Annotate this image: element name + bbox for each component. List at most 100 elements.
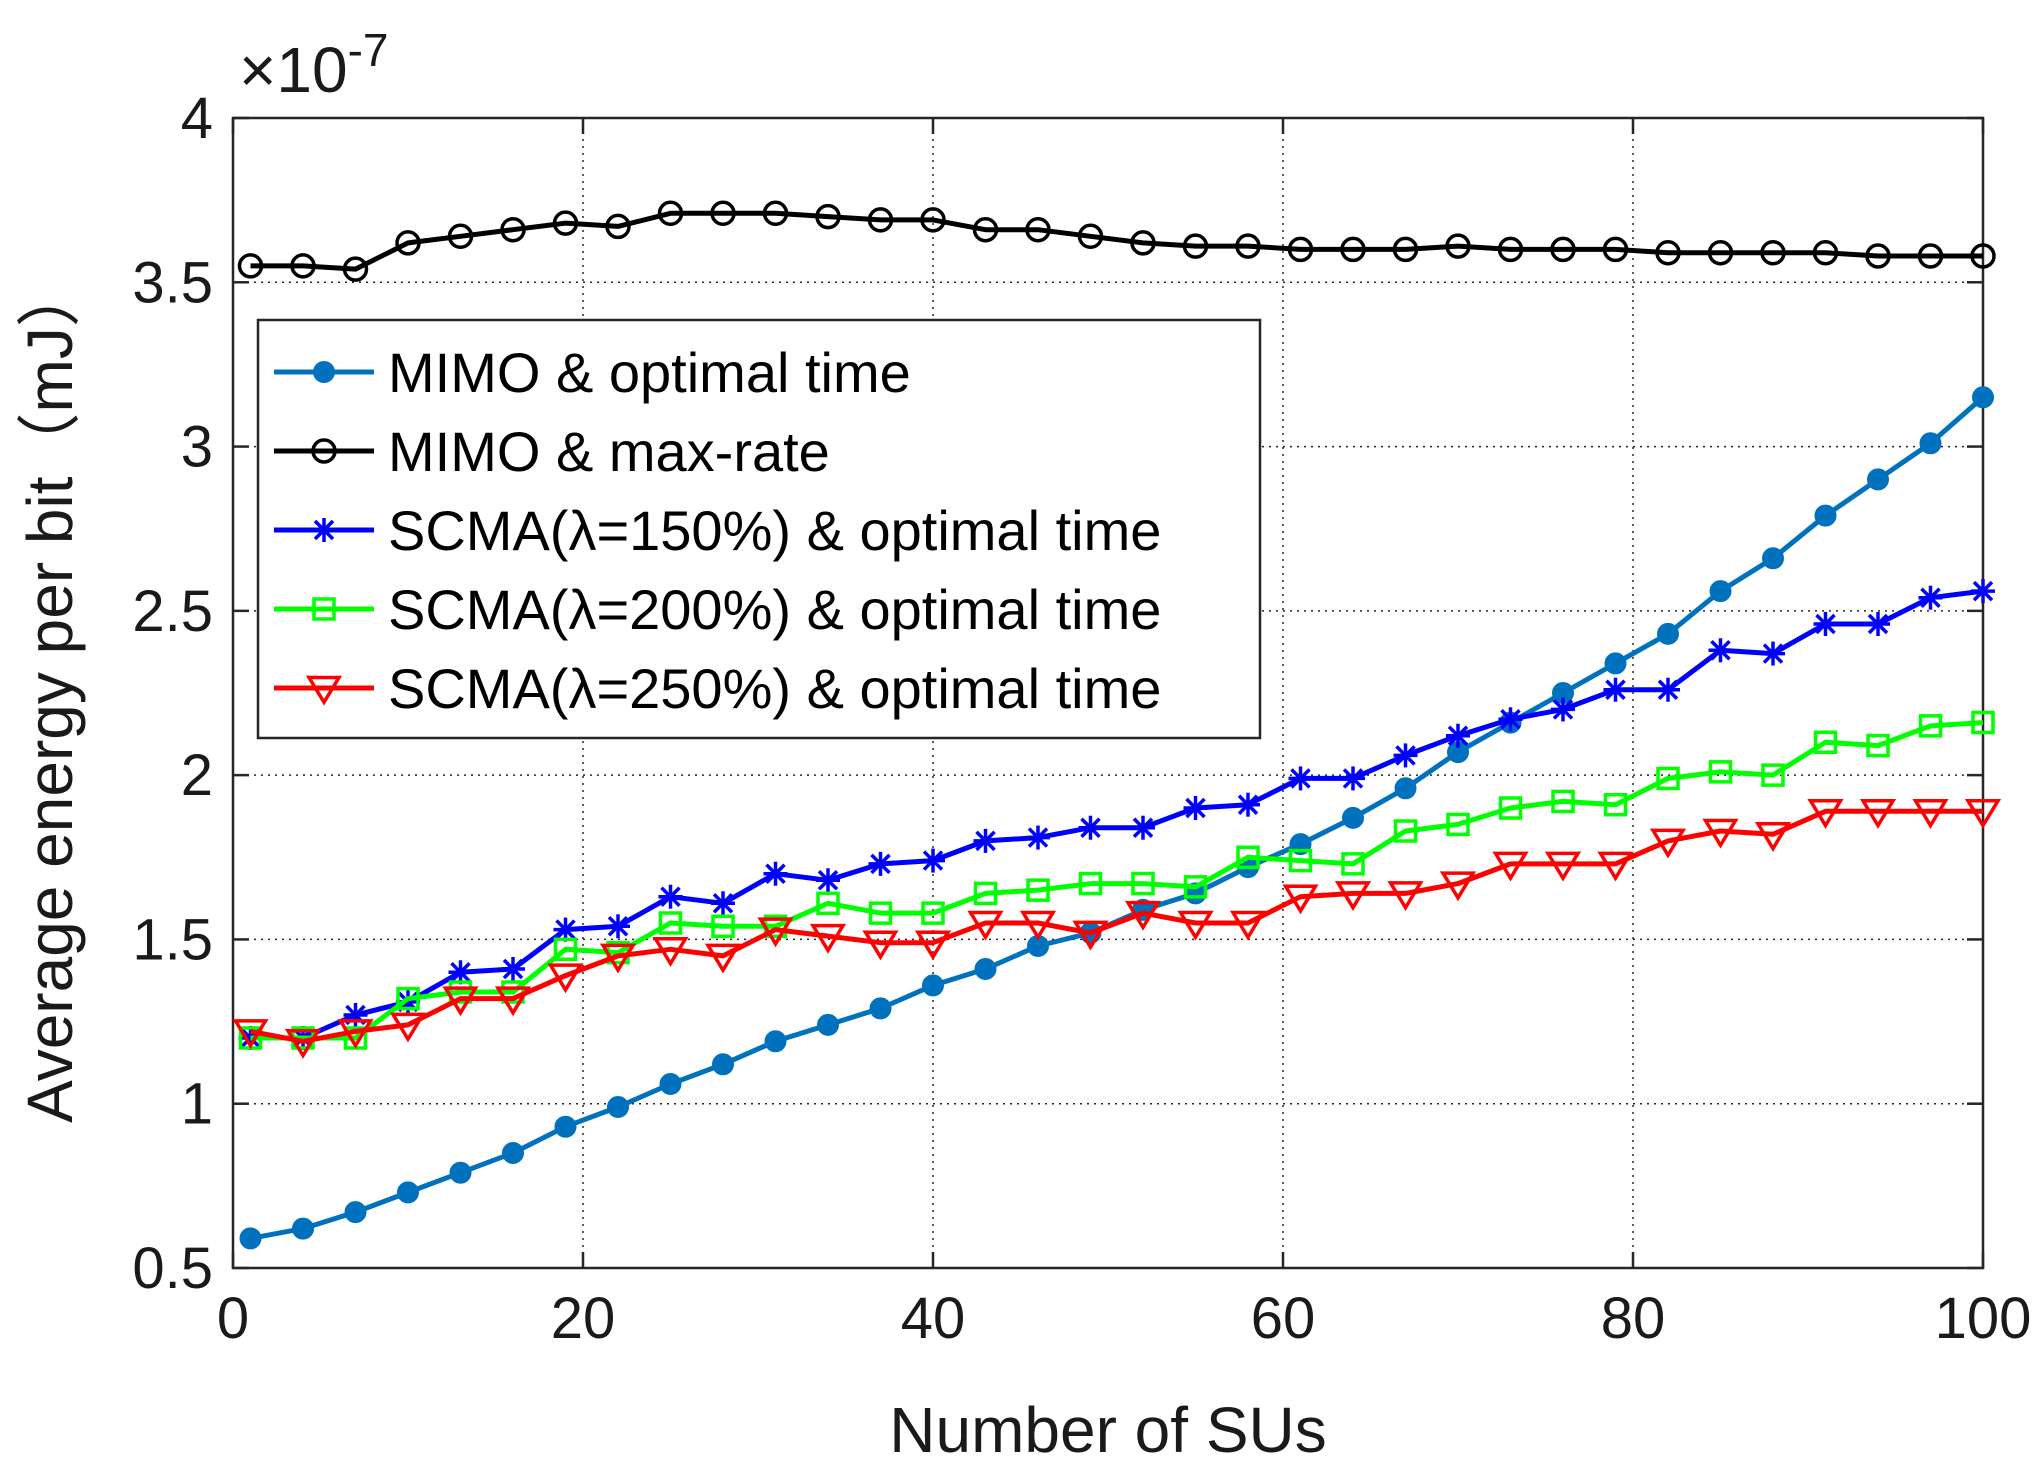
series-4 xyxy=(238,710,1995,1050)
data-point xyxy=(239,1227,262,1250)
plot-frame xyxy=(231,116,1985,1270)
x-axis-label: Number of SUs xyxy=(889,1394,1326,1466)
data-point xyxy=(658,884,683,909)
marker-stroke xyxy=(660,886,681,907)
data-point xyxy=(1182,233,1209,259)
data-point xyxy=(1498,707,1523,732)
data-point xyxy=(1019,910,1057,941)
data-point xyxy=(1970,243,1996,269)
data-point xyxy=(711,891,735,916)
data-point xyxy=(1026,825,1050,850)
data-point xyxy=(1026,878,1050,902)
marker-stroke xyxy=(1395,745,1416,766)
data-point xyxy=(762,200,789,227)
data-point xyxy=(1604,652,1627,675)
data-point xyxy=(1708,760,1733,784)
data-point xyxy=(658,911,683,935)
marker-stroke xyxy=(1867,613,1889,635)
data-point xyxy=(1236,792,1260,817)
y-tick-label: 1.5 xyxy=(132,907,213,972)
data-point xyxy=(1078,815,1103,840)
data-point xyxy=(1394,777,1417,800)
data-point xyxy=(1603,677,1628,702)
marker-stroke xyxy=(1185,797,1206,819)
marker-stroke xyxy=(555,919,576,940)
data-point xyxy=(1597,851,1634,882)
data-point xyxy=(1392,236,1419,263)
marker-stroke xyxy=(1762,643,1784,664)
data-point xyxy=(1393,819,1418,843)
data-point xyxy=(1340,236,1366,263)
data-point xyxy=(1498,796,1523,820)
data-point xyxy=(337,1019,374,1050)
data-point xyxy=(809,923,847,954)
data-point xyxy=(1288,848,1313,873)
data-point xyxy=(547,963,584,994)
data-point xyxy=(500,216,526,243)
data-point xyxy=(1762,547,1784,570)
legend-label: MIMO & max-rate xyxy=(388,420,830,483)
data-point xyxy=(1025,216,1051,243)
exponent-power: -7 xyxy=(348,24,389,76)
data-point xyxy=(447,223,474,250)
data-point xyxy=(448,980,473,1004)
data-point xyxy=(1761,763,1785,787)
data-point xyxy=(1649,828,1687,859)
marker-stroke xyxy=(1657,679,1679,700)
data-point xyxy=(1709,580,1732,603)
legend-marker xyxy=(305,675,343,706)
legend-entry: SCMA(λ=150%) & optimal time xyxy=(274,499,1161,562)
data-point xyxy=(1497,236,1524,263)
data-point xyxy=(1867,468,1889,491)
data-point xyxy=(868,851,893,876)
x-tick-label: 0 xyxy=(217,1286,249,1351)
data-point xyxy=(501,957,525,981)
data-point xyxy=(1342,806,1364,829)
data-point xyxy=(1393,743,1418,768)
data-point xyxy=(815,203,841,230)
legend-marker xyxy=(313,361,335,383)
data-point xyxy=(652,937,689,967)
data-point xyxy=(1341,766,1365,791)
data-point xyxy=(1124,900,1162,931)
data-point xyxy=(342,256,369,282)
data-point xyxy=(237,253,264,279)
data-point xyxy=(232,1019,269,1050)
data-point xyxy=(1971,710,1995,735)
data-point xyxy=(862,930,899,961)
x-tick-label: 60 xyxy=(1251,1286,1316,1351)
data-point xyxy=(712,1053,734,1076)
data-point xyxy=(1492,851,1529,882)
y-tick-label: 1 xyxy=(181,1072,213,1137)
data-point xyxy=(764,1030,787,1053)
data-point xyxy=(868,901,893,925)
data-point xyxy=(1656,677,1680,702)
data-point xyxy=(763,861,788,886)
legend-label: SCMA(λ=150%) & optimal time xyxy=(388,499,1161,562)
axis-labels: Number of SUs Average energy per bit（mJ）… xyxy=(14,24,1327,1466)
legend-entry: SCMA(λ=250%) & optimal time xyxy=(274,657,1161,720)
marker-stroke xyxy=(712,893,734,914)
legend-label: MIMO & optimal time xyxy=(388,341,911,404)
marker-stroke xyxy=(1500,709,1521,730)
y-tick-label: 2.5 xyxy=(132,579,213,644)
data-point xyxy=(704,943,742,974)
data-point xyxy=(1656,766,1680,791)
data-point xyxy=(1282,884,1319,915)
data-point xyxy=(1919,432,1942,455)
marker-stroke xyxy=(1552,699,1574,720)
marker-stroke xyxy=(1132,817,1154,838)
series-2 xyxy=(237,200,1996,282)
data-point xyxy=(397,1181,419,1204)
data-point xyxy=(292,1217,314,1240)
data-point xyxy=(1131,815,1155,840)
data-point xyxy=(817,1013,839,1036)
legend-marker xyxy=(312,597,336,621)
data-point xyxy=(974,958,997,980)
series-group xyxy=(232,200,2002,1250)
marker-stroke xyxy=(1710,640,1731,661)
data-point xyxy=(1657,622,1679,645)
data-point xyxy=(921,901,945,925)
data-point xyxy=(1866,612,1890,636)
